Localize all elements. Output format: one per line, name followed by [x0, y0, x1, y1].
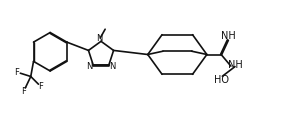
Text: N: N	[86, 62, 93, 71]
Text: F: F	[21, 87, 26, 96]
Text: HO: HO	[213, 75, 229, 85]
Text: N: N	[109, 62, 115, 71]
Text: N: N	[97, 33, 103, 42]
Text: NH: NH	[221, 31, 236, 42]
Text: F: F	[14, 68, 19, 77]
Text: NH: NH	[229, 60, 243, 70]
Text: F: F	[39, 82, 44, 91]
